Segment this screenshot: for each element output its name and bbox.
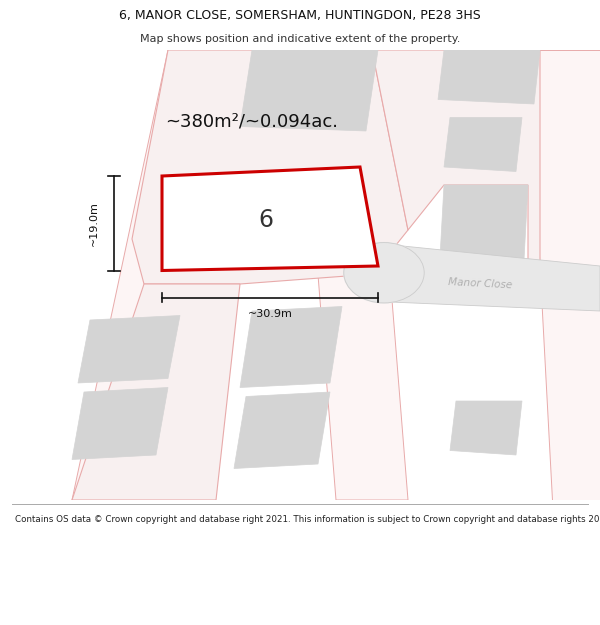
Polygon shape bbox=[372, 50, 540, 298]
Polygon shape bbox=[72, 388, 168, 459]
Text: ~380m²/~0.094ac.: ~380m²/~0.094ac. bbox=[166, 113, 338, 131]
Polygon shape bbox=[444, 118, 522, 171]
Polygon shape bbox=[72, 284, 240, 500]
Text: Map shows position and indicative extent of the property.: Map shows position and indicative extent… bbox=[140, 34, 460, 44]
Text: Manor Close: Manor Close bbox=[448, 278, 512, 291]
Polygon shape bbox=[78, 316, 180, 383]
Polygon shape bbox=[450, 401, 522, 455]
Polygon shape bbox=[300, 50, 408, 500]
Text: 6, MANOR CLOSE, SOMERSHAM, HUNTINGDON, PE28 3HS: 6, MANOR CLOSE, SOMERSHAM, HUNTINGDON, P… bbox=[119, 9, 481, 22]
Polygon shape bbox=[528, 50, 600, 500]
Polygon shape bbox=[234, 392, 330, 469]
Polygon shape bbox=[378, 244, 600, 311]
Polygon shape bbox=[438, 185, 528, 298]
Polygon shape bbox=[240, 50, 378, 131]
Text: Contains OS data © Crown copyright and database right 2021. This information is : Contains OS data © Crown copyright and d… bbox=[15, 515, 600, 524]
Text: ~19.0m: ~19.0m bbox=[89, 201, 99, 246]
Circle shape bbox=[344, 242, 424, 303]
Polygon shape bbox=[72, 50, 240, 500]
Polygon shape bbox=[132, 50, 408, 284]
Text: ~30.9m: ~30.9m bbox=[248, 309, 292, 319]
Polygon shape bbox=[162, 167, 378, 271]
Text: 6: 6 bbox=[258, 208, 273, 232]
Polygon shape bbox=[438, 50, 540, 104]
Polygon shape bbox=[240, 306, 342, 388]
